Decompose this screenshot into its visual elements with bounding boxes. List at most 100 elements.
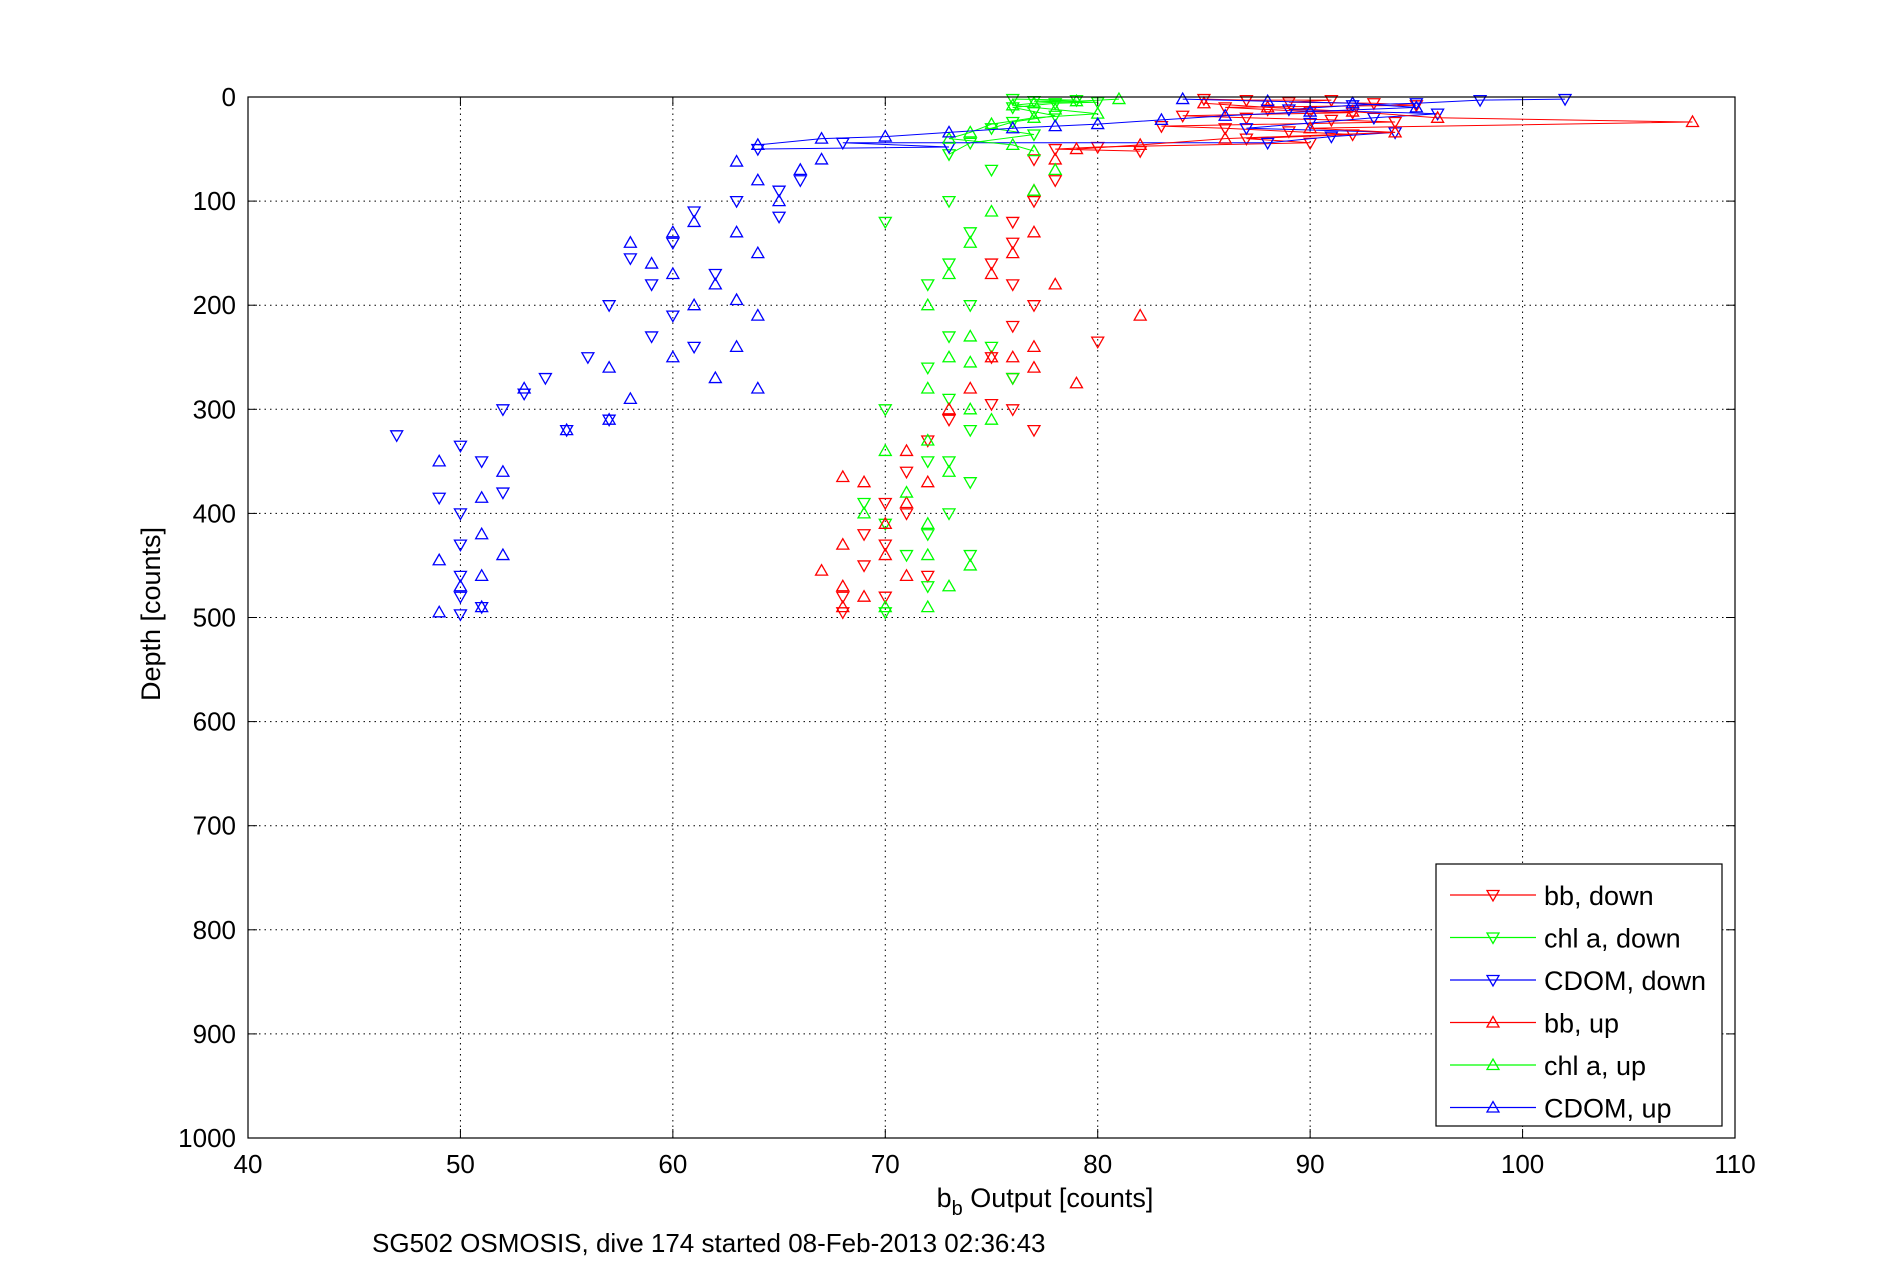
data-point bbox=[1005, 120, 1020, 134]
data-point bbox=[1239, 123, 1254, 136]
series-line bbox=[1076, 102, 1693, 150]
data-point bbox=[602, 360, 617, 373]
data-point bbox=[1430, 108, 1445, 121]
data-point bbox=[686, 206, 702, 219]
data-point bbox=[1472, 94, 1488, 108]
data-point bbox=[920, 381, 935, 394]
data-point bbox=[941, 401, 957, 415]
legend-marker bbox=[1485, 1015, 1501, 1028]
x-axis-label-main: b bbox=[937, 1183, 952, 1213]
data-point bbox=[835, 607, 850, 620]
data-point bbox=[1281, 97, 1297, 110]
data-point bbox=[1090, 116, 1105, 130]
legend-label: chl a, down bbox=[1544, 924, 1681, 954]
data-markers bbox=[389, 91, 1700, 622]
data-point bbox=[1005, 404, 1020, 417]
data-point bbox=[750, 137, 765, 151]
data-point bbox=[1281, 126, 1297, 139]
data-point bbox=[1005, 279, 1020, 292]
data-point bbox=[878, 404, 893, 417]
data-point bbox=[665, 310, 680, 323]
x-tick-label: 80 bbox=[1083, 1149, 1112, 1179]
data-point bbox=[984, 341, 999, 355]
data-point bbox=[1026, 110, 1042, 123]
data-point bbox=[729, 339, 744, 352]
legend-marker bbox=[1485, 1100, 1501, 1113]
data-point bbox=[432, 604, 447, 618]
data-point bbox=[1218, 131, 1233, 144]
data-point bbox=[771, 185, 787, 199]
data-point bbox=[580, 352, 596, 365]
legend-item: bb, up bbox=[1450, 1009, 1619, 1039]
data-point bbox=[1281, 104, 1297, 117]
data-point bbox=[941, 331, 957, 344]
data-point bbox=[1260, 100, 1275, 113]
data-point bbox=[495, 464, 511, 477]
x-tick-label: 110 bbox=[1714, 1149, 1755, 1179]
y-tick-label: 400 bbox=[193, 498, 236, 528]
y-tick-label: 700 bbox=[193, 811, 236, 841]
x-tick-label: 90 bbox=[1296, 1149, 1325, 1179]
data-point bbox=[729, 292, 744, 306]
data-point bbox=[1260, 104, 1275, 117]
series-line bbox=[948, 98, 1120, 152]
series-2 bbox=[389, 93, 1573, 622]
y-tick-label: 500 bbox=[193, 603, 236, 633]
legend-label: CDOM, down bbox=[1544, 966, 1706, 996]
data-point bbox=[963, 549, 978, 563]
data-point bbox=[1345, 95, 1360, 109]
y-tick-label: 800 bbox=[193, 915, 236, 945]
data-point bbox=[1685, 114, 1700, 128]
data-point bbox=[920, 456, 935, 469]
data-point bbox=[559, 424, 574, 438]
data-point bbox=[856, 529, 872, 542]
data-point bbox=[1005, 93, 1020, 107]
data-point bbox=[1005, 98, 1020, 111]
data-point bbox=[665, 225, 680, 238]
data-point bbox=[856, 589, 872, 602]
y-tick-label: 600 bbox=[193, 707, 236, 737]
data-point bbox=[708, 370, 723, 384]
legend-marker bbox=[1485, 889, 1501, 903]
data-point bbox=[1069, 141, 1084, 155]
data-point bbox=[878, 547, 893, 561]
data-point bbox=[899, 495, 914, 509]
data-point bbox=[984, 204, 999, 217]
series-3 bbox=[814, 95, 1700, 613]
data-point bbox=[920, 433, 935, 446]
data-point bbox=[1154, 112, 1169, 126]
data-point bbox=[1111, 91, 1127, 105]
data-point bbox=[984, 412, 999, 425]
data-point bbox=[602, 414, 617, 428]
data-point bbox=[984, 116, 999, 130]
data-point bbox=[984, 164, 999, 178]
data-point bbox=[1026, 195, 1042, 209]
data-point bbox=[602, 300, 617, 313]
data-point bbox=[941, 149, 957, 162]
data-point bbox=[920, 516, 935, 529]
data-point bbox=[1303, 117, 1318, 131]
data-point bbox=[1345, 100, 1360, 113]
legend-item: CDOM, down bbox=[1450, 966, 1706, 996]
data-point bbox=[814, 152, 829, 165]
y-tick-label: 200 bbox=[193, 290, 236, 320]
legend-box bbox=[1435, 863, 1723, 1127]
data-point bbox=[1026, 154, 1042, 167]
data-point bbox=[920, 529, 935, 542]
data-point bbox=[1387, 127, 1403, 140]
data-point bbox=[1303, 120, 1318, 134]
data-point bbox=[941, 141, 957, 155]
data-point bbox=[941, 131, 957, 144]
data-point bbox=[474, 456, 489, 469]
data-point bbox=[686, 214, 702, 228]
data-point bbox=[941, 456, 957, 469]
data-point bbox=[538, 372, 553, 386]
data-point bbox=[1303, 104, 1318, 117]
data-point bbox=[1133, 308, 1148, 321]
data-point bbox=[1026, 225, 1042, 238]
data-point bbox=[899, 443, 914, 457]
data-point bbox=[453, 591, 468, 604]
data-point bbox=[835, 578, 850, 592]
legend-item: chl a, up bbox=[1450, 1051, 1646, 1081]
legend-marker bbox=[1485, 1057, 1501, 1071]
